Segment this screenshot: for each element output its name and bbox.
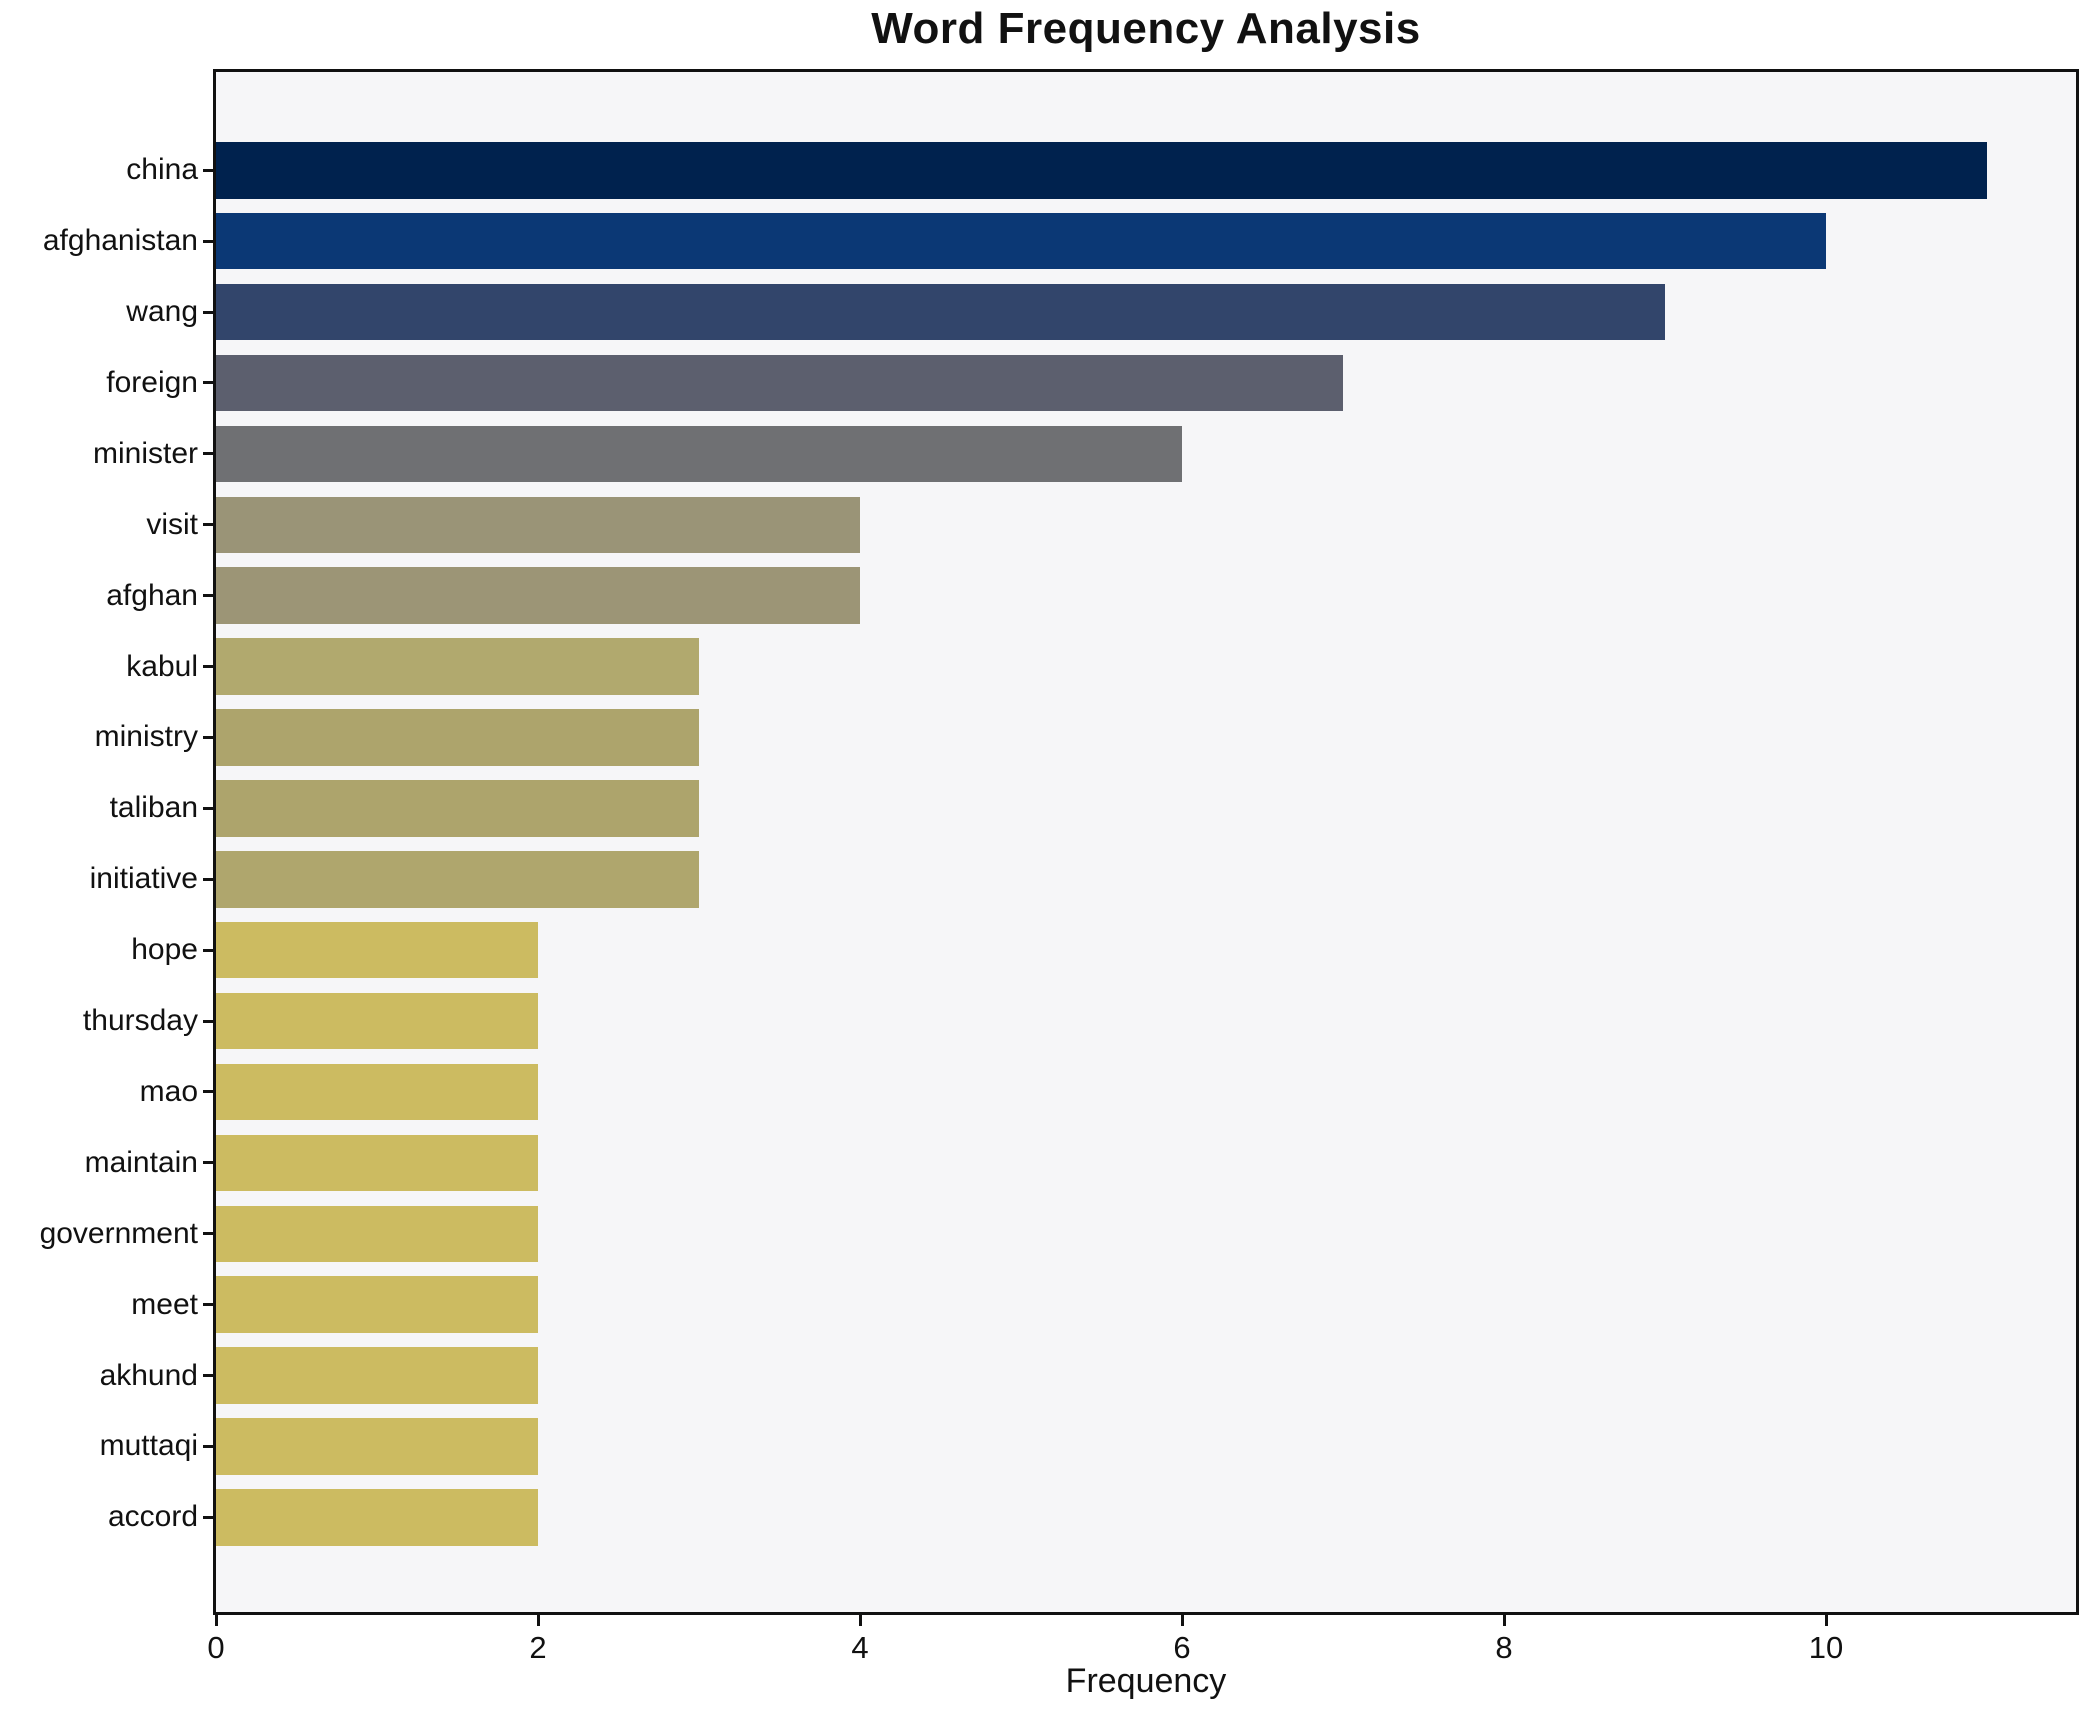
y-tick-accord (203, 1515, 213, 1519)
y-tick-minister (203, 452, 213, 456)
y-tick-akhund (203, 1374, 213, 1378)
y-label-minister: minister (92, 436, 198, 470)
x-tick-label-2: 2 (529, 1630, 547, 1665)
y-label-ministry: ministry (94, 720, 198, 754)
bar-ministry (216, 709, 699, 766)
bar-meet (216, 1276, 538, 1333)
plot-area (213, 69, 2079, 1615)
y-label-kabul: kabul (126, 649, 198, 683)
y-label-foreign: foreign (106, 365, 198, 399)
x-tick-label-8: 8 (1495, 1630, 1513, 1665)
y-label-mao: mao (139, 1074, 198, 1108)
y-label-akhund: akhund (99, 1358, 198, 1392)
y-label-wang: wang (126, 295, 198, 329)
y-tick-ministry (203, 735, 213, 739)
bar-afghanistan (216, 212, 1826, 270)
y-label-afghanistan: afghanistan (42, 224, 198, 258)
y-tick-hope (203, 948, 213, 952)
y-tick-government (203, 1232, 213, 1236)
bar-muttaqi (216, 1418, 538, 1475)
bar-foreign (216, 354, 1343, 412)
bar-hope (216, 921, 538, 979)
x-axis-label: Frequency (1065, 1662, 1227, 1700)
y-label-china: china (126, 153, 198, 187)
y-tick-foreign (203, 381, 213, 385)
y-tick-thursday (203, 1019, 213, 1023)
y-label-taliban: taliban (109, 791, 198, 825)
y-tick-maintain (203, 1161, 213, 1165)
bar-maintain (216, 1134, 538, 1192)
bar-initiative (216, 851, 699, 908)
x-tick-label-6: 6 (1173, 1630, 1191, 1665)
y-label-initiative: initiative (89, 862, 198, 896)
bar-akhund (216, 1347, 538, 1404)
x-tick-label-10: 10 (1808, 1630, 1844, 1665)
y-label-government: government (39, 1216, 198, 1250)
x-tick-8 (1502, 1615, 1506, 1626)
y-tick-afghan (203, 594, 213, 598)
y-tick-initiative (203, 877, 213, 881)
x-tick-label-4: 4 (851, 1630, 869, 1665)
bar-thursday (216, 992, 538, 1050)
bar-kabul (216, 638, 699, 695)
y-tick-meet (203, 1303, 213, 1307)
x-tick-0 (214, 1615, 218, 1626)
y-tick-kabul (203, 665, 213, 669)
bar-taliban (216, 780, 699, 837)
bar-mao (216, 1063, 538, 1121)
y-tick-visit (203, 523, 213, 527)
y-label-visit: visit (146, 507, 198, 541)
x-tick-6 (1180, 1615, 1184, 1626)
y-label-afghan: afghan (106, 578, 198, 612)
y-label-maintain: maintain (84, 1145, 198, 1179)
y-tick-mao (203, 1090, 213, 1094)
y-label-accord: accord (107, 1500, 198, 1534)
y-label-hope: hope (131, 933, 198, 967)
x-tick-label-0: 0 (207, 1630, 225, 1665)
bar-accord (216, 1489, 538, 1546)
x-tick-4 (858, 1615, 862, 1626)
y-label-muttaqi: muttaqi (99, 1429, 198, 1463)
x-tick-2 (536, 1615, 540, 1626)
bar-wang (216, 283, 1665, 341)
y-tick-muttaqi (203, 1444, 213, 1448)
y-label-meet: meet (131, 1287, 198, 1321)
chart-title: Word Frequency Analysis (871, 4, 1421, 53)
bar-afghan (216, 567, 860, 624)
bar-minister (216, 425, 1182, 483)
bar-visit (216, 496, 860, 553)
y-tick-taliban (203, 806, 213, 810)
y-tick-afghanistan (203, 239, 213, 243)
bar-china (216, 142, 1987, 199)
y-tick-china (203, 168, 213, 172)
bar-government (216, 1205, 538, 1262)
y-label-thursday: thursday (82, 1004, 198, 1038)
y-tick-wang (203, 310, 213, 314)
x-tick-10 (1824, 1615, 1828, 1626)
